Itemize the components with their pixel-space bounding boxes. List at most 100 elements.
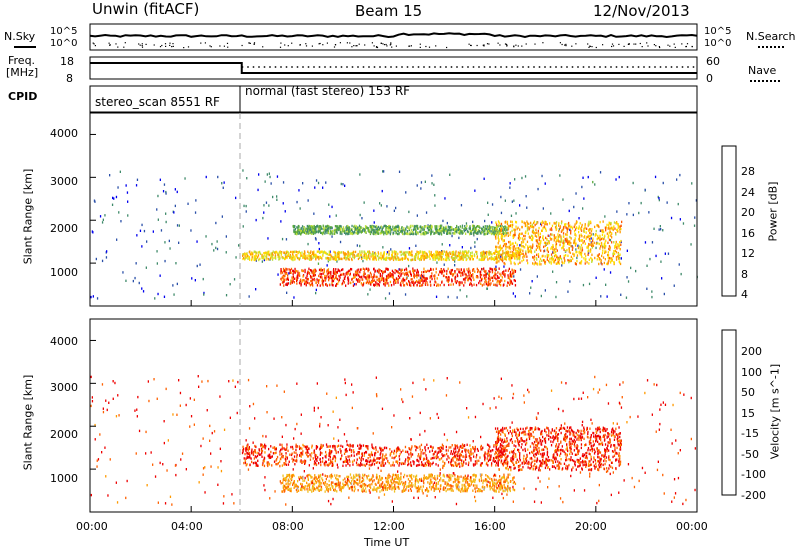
heatmap-cell: [271, 252, 273, 256]
heatmap-cell: [600, 295, 602, 298]
heatmap-cell: [508, 253, 510, 257]
heatmap-cell: [178, 224, 180, 227]
heatmap-cell: [328, 203, 330, 206]
heatmap-cell: [272, 452, 275, 455]
heatmap-cell: [608, 245, 611, 248]
heatmap-cell: [272, 250, 274, 253]
heatmap-cell: [581, 234, 583, 238]
heatmap-cell: [270, 445, 272, 448]
heatmap-cell: [375, 225, 378, 228]
heatmap-cell: [347, 278, 350, 281]
heatmap-cell: [605, 229, 607, 232]
heatmap-cell: [587, 251, 590, 255]
heatmap-cell: [457, 453, 459, 456]
heatmap-cell: [359, 230, 361, 233]
heatmap-cell: [602, 249, 604, 252]
heatmap-cell: [441, 281, 443, 284]
heatmap-cell: [368, 278, 370, 281]
heatmap-cell: [429, 230, 431, 233]
heatmap-cell: [553, 251, 555, 254]
heatmap-cell: [489, 458, 491, 461]
heatmap-cell: [468, 227, 470, 230]
heatmap-cell: [619, 225, 621, 228]
heatmap-cell: [473, 447, 475, 451]
heatmap-cell: [370, 230, 372, 234]
heatmap-cell: [543, 259, 545, 262]
heatmap-cell: [378, 229, 380, 232]
heatmap-cell: [109, 174, 111, 177]
heatmap-cell: [376, 284, 378, 287]
heatmap-cell: [405, 282, 408, 285]
heatmap-cell: [393, 255, 395, 258]
heatmap-cell: [313, 252, 315, 255]
heatmap-cell: [466, 227, 468, 231]
heatmap-cell: [542, 227, 544, 230]
heatmap-cell: [222, 186, 224, 189]
heatmap-cell: [359, 244, 361, 248]
heatmap-cell: [462, 251, 464, 254]
heatmap-cell: [460, 204, 463, 207]
heatmap-cell: [524, 234, 526, 238]
heatmap-cell: [394, 269, 396, 272]
heatmap-cell: [326, 231, 328, 235]
heatmap-cell: [393, 283, 395, 286]
heatmap-cell: [351, 251, 353, 255]
heatmap-cell: [601, 243, 603, 247]
heatmap-cell: [493, 232, 495, 236]
heatmap-cell: [442, 447, 444, 450]
heatmap-cell: [613, 252, 615, 255]
nsearch-point: [425, 45, 427, 48]
heatmap-cell: [595, 233, 597, 236]
heatmap-cell: [659, 225, 661, 228]
heatmap-cell: [584, 224, 586, 228]
heatmap-cell: [509, 279, 511, 282]
heatmap-cell: [367, 256, 369, 259]
heatmap-cell: [375, 232, 377, 236]
heatmap-cell: [563, 235, 565, 238]
heatmap-cell: [401, 279, 403, 282]
heatmap-cell: [533, 231, 535, 234]
heatmap-cell: [437, 464, 439, 467]
heatmap-cell: [599, 236, 601, 239]
heatmap-cell: [561, 247, 563, 250]
heatmap-cell: [538, 226, 540, 230]
heatmap-cell: [356, 229, 358, 232]
heatmap-cell: [386, 251, 389, 254]
heatmap-cell: [460, 268, 462, 271]
heatmap-cell: [263, 458, 265, 462]
heatmap-cell: [405, 228, 407, 231]
heatmap-cell: [501, 234, 503, 237]
heatmap-cell: [328, 258, 330, 262]
heatmap-cell: [474, 270, 476, 273]
heatmap-cell: [367, 460, 369, 463]
heatmap-cell: [334, 270, 336, 273]
heatmap-cell: [558, 228, 560, 231]
heatmap-cell: [268, 447, 270, 451]
heatmap-cell: [307, 270, 310, 273]
heatmap-cell: [352, 463, 354, 466]
heatmap-cell: [508, 240, 510, 244]
heatmap-cell: [336, 278, 339, 281]
heatmap-cell: [426, 256, 428, 259]
heatmap-cell: [568, 225, 570, 228]
heatmap-cell: [543, 241, 546, 244]
heatmap-cell: [514, 231, 516, 234]
heatmap-cell: [365, 226, 368, 230]
heatmap-cell: [417, 271, 419, 274]
heatmap-cell: [440, 255, 442, 258]
heatmap-cell: [174, 204, 176, 208]
heatmap-cell: [441, 443, 444, 446]
heatmap-cell: [461, 281, 463, 284]
heatmap-cell: [288, 272, 290, 275]
heatmap-cell: [342, 183, 344, 186]
heatmap-cell: [163, 183, 166, 186]
heatmap-cell: [587, 245, 589, 248]
heatmap-cell: [576, 259, 578, 263]
heatmap-cell: [332, 279, 335, 283]
heatmap-cell: [333, 250, 335, 254]
heatmap-cell: [400, 281, 402, 285]
heatmap-cell: [451, 457, 454, 460]
heatmap-cell: [349, 228, 351, 231]
heatmap-cell: [539, 235, 541, 239]
heatmap-cell: [525, 250, 527, 253]
